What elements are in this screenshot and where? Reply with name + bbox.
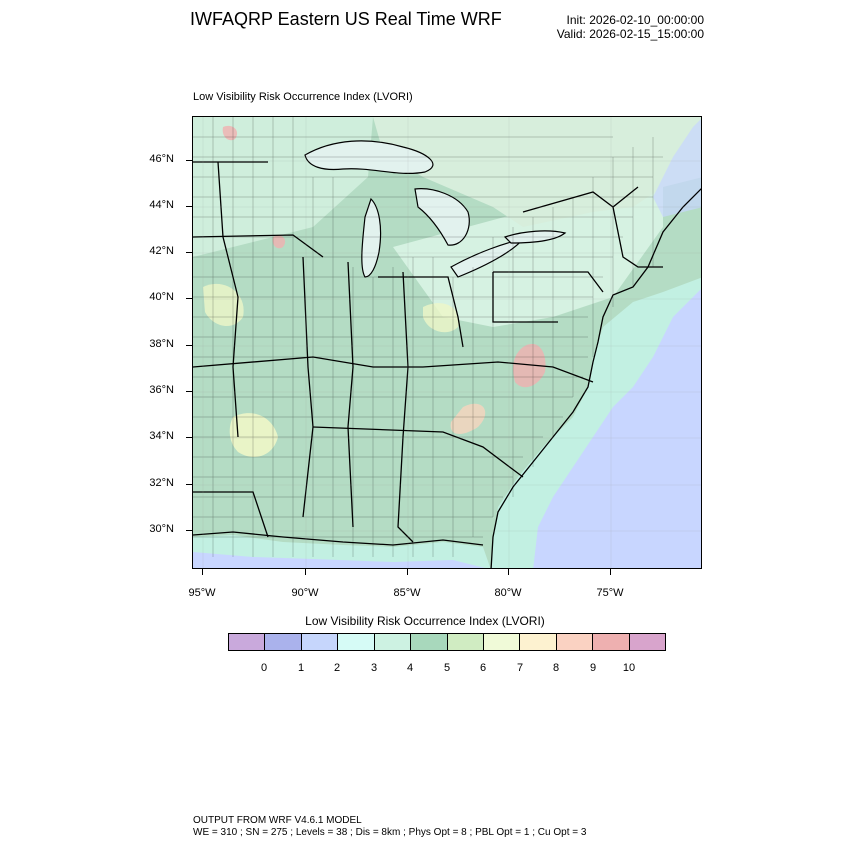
colorbar-swatch (411, 634, 448, 650)
lat-tick (186, 298, 192, 299)
colorbar-label: 3 (370, 662, 378, 674)
lon-label-75w: 75°W (596, 587, 624, 599)
map-panel (192, 116, 702, 569)
colorbar-swatch (265, 634, 302, 650)
main-title: IWFAQRP Eastern US Real Time WRF (190, 9, 502, 29)
colorbar-label: 4 (406, 662, 414, 674)
gulf-coastline (193, 531, 484, 546)
lon-tick (508, 569, 509, 575)
risk-patch-appalachian (450, 403, 486, 434)
lat-label-32n: 32°N (149, 477, 174, 489)
lat-tick (186, 391, 192, 392)
lat-label-30n: 30°N (149, 523, 174, 535)
lon-tick (305, 569, 306, 575)
lat-label-34n: 34°N (149, 430, 174, 442)
lat-label-38n: 38°N (149, 338, 174, 350)
gulf-deep (193, 552, 485, 568)
county-grid (193, 117, 663, 557)
risk-patch-virginia (513, 343, 546, 388)
lake-superior (304, 140, 434, 175)
lat-label-42n: 42°N (149, 245, 174, 257)
lon-tick (202, 569, 203, 575)
risk-patch-ohio (423, 303, 459, 333)
colorbar (228, 633, 666, 651)
lat-tick (186, 252, 192, 253)
atlantic-ocean (533, 289, 701, 568)
colorbar-swatch (556, 634, 594, 650)
colorbar-label: 10 (622, 662, 636, 674)
colorbar-label: 0 (260, 662, 268, 674)
lake-michigan (361, 197, 382, 278)
lat-tick (186, 345, 192, 346)
colorbar-swatch (229, 634, 266, 650)
colorbar-swatch (374, 634, 412, 650)
graticule (193, 117, 701, 568)
lon-label-95w: 95°W (188, 587, 216, 599)
risk-patch-iowa-red (272, 235, 286, 249)
colorbar-swatch (629, 634, 666, 650)
colorbar-label: 6 (479, 662, 487, 674)
risk-patch-arkansas (229, 413, 278, 457)
colorbar-label: 8 (552, 662, 560, 674)
lat-tick (186, 484, 192, 485)
colorbar-label: 1 (297, 662, 305, 674)
lon-label-85w: 85°W (393, 587, 421, 599)
lat-tick (186, 530, 192, 531)
lat-label-44n: 44°N (149, 199, 174, 211)
model-config: WE = 310 ; SN = 275 ; Levels = 38 ; Dis … (193, 827, 587, 838)
colorbar-swatch (483, 634, 521, 650)
init-time: Init: 2026-02-10_00:00:00 (566, 13, 704, 27)
colorbar-swatch (593, 634, 630, 650)
lat-tick (186, 206, 192, 207)
lon-tick (610, 569, 611, 575)
lon-label-80w: 80°W (494, 587, 522, 599)
lvori-map (193, 117, 701, 568)
colorbar-swatch (520, 634, 557, 650)
lat-label-46n: 46°N (149, 153, 174, 165)
canada-region (373, 117, 701, 227)
colorbar-label: 2 (333, 662, 341, 674)
colorbar-label: 5 (443, 662, 451, 674)
colorbar-swatch (338, 634, 375, 650)
colorbar-label: 7 (516, 662, 524, 674)
lat-label-36n: 36°N (149, 384, 174, 396)
colorbar-swatch (447, 634, 484, 650)
lon-label-90w: 90°W (291, 587, 319, 599)
maine-coast-blue (653, 119, 701, 217)
lat-tick (186, 160, 192, 161)
colorbar-label: 9 (589, 662, 597, 674)
atlantic-coastline (490, 188, 701, 568)
panel-title: Low Visibility Risk Occurrence Index (LV… (193, 91, 413, 103)
colorbar-swatch (301, 634, 339, 650)
model-info: OUTPUT FROM WRF V4.6.1 MODEL (193, 815, 362, 826)
valid-time: Valid: 2026-02-15_15:00:00 (556, 27, 704, 41)
lat-label-40n: 40°N (149, 291, 174, 303)
risk-patch-mn-red (222, 125, 238, 141)
colorbar-title: Low Visibility Risk Occurrence Index (LV… (305, 614, 545, 628)
lat-tick (186, 437, 192, 438)
lon-tick (407, 569, 408, 575)
